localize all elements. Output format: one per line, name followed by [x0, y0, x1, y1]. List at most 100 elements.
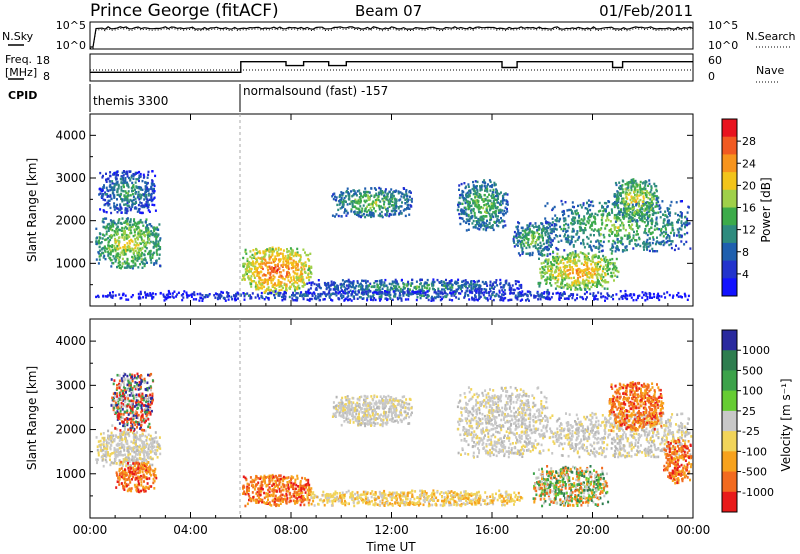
power-cell: [583, 255, 586, 259]
power-cell: [133, 218, 136, 221]
power-cell: [591, 200, 594, 203]
power-cell: [581, 222, 584, 225]
power-cell: [687, 294, 690, 298]
power-cell: [289, 253, 292, 256]
power-cell: [639, 198, 642, 202]
power-cell: [126, 242, 129, 245]
power-cell: [474, 180, 477, 183]
power-cell: [464, 186, 467, 190]
power-cell: [242, 256, 245, 260]
power-cell: [257, 256, 260, 260]
power-cell: [537, 250, 540, 253]
power-cell: [608, 213, 611, 216]
power-cell: [390, 194, 393, 197]
power-cell: [441, 288, 443, 291]
power-cell: [583, 257, 586, 261]
power-cell: [122, 190, 125, 193]
power-cell: [333, 192, 336, 195]
power-cell: [371, 205, 374, 208]
power-cell: [331, 195, 334, 198]
power-cell: [277, 258, 280, 261]
power-cell: [126, 181, 129, 184]
power-cell: [673, 232, 676, 235]
power-cell: [554, 214, 557, 217]
power-cell: [261, 267, 264, 271]
power-cell: [445, 282, 448, 285]
power-cell: [318, 286, 321, 289]
power-cell: [431, 284, 434, 287]
power-cell: [561, 270, 564, 274]
power-cell: [624, 211, 627, 214]
power-cell: [546, 239, 549, 242]
power-cell: [496, 189, 498, 192]
power-cell: [139, 188, 142, 191]
power-cell: [134, 249, 137, 252]
power-cell: [591, 268, 594, 271]
power-cell: [426, 293, 429, 297]
power-cell: [113, 233, 116, 237]
power-cell: [124, 197, 127, 200]
power-cell: [243, 273, 246, 276]
power-cell: [513, 245, 516, 248]
power-cell: [521, 252, 524, 255]
power-cell: [141, 266, 144, 269]
power-cell: [302, 278, 305, 281]
power-cell: [474, 196, 477, 199]
power-cell: [467, 207, 470, 211]
power-cell: [359, 197, 362, 200]
power-cell: [564, 227, 567, 231]
power-cell: [292, 254, 295, 258]
power-cell: [619, 192, 622, 195]
power-cell: [517, 221, 519, 224]
power-cell: [118, 208, 121, 212]
power-cell: [159, 239, 161, 242]
power-cell: [556, 217, 559, 220]
power-cell: [274, 247, 277, 250]
power-cell: [112, 173, 114, 176]
power-cell: [517, 225, 519, 228]
power-cell: [598, 232, 601, 235]
power-cell: [290, 251, 293, 254]
power-cell: [420, 294, 423, 297]
power-cell: [289, 285, 292, 288]
power-cell: [608, 200, 611, 204]
power-cell: [107, 244, 110, 247]
power-cell: [570, 237, 573, 241]
power-cell: [653, 250, 656, 253]
power-cell: [502, 212, 505, 216]
power-cell: [599, 283, 602, 287]
power-cell: [617, 212, 620, 215]
power-cell: [366, 210, 368, 213]
power-cell: [468, 285, 471, 288]
power-cell: [121, 200, 124, 203]
power-cell: [122, 176, 124, 180]
power-cell: [151, 198, 154, 202]
power-cell: [606, 292, 609, 295]
power-cell: [110, 186, 113, 189]
power-cell: [572, 281, 575, 284]
power-cell: [678, 218, 680, 221]
power-cell: [491, 285, 493, 288]
power-cell: [140, 242, 142, 245]
power-cell: [567, 273, 570, 276]
power-cell: [492, 201, 495, 204]
power-cell: [556, 255, 559, 259]
power-cell: [608, 211, 611, 215]
power-cell: [684, 224, 687, 227]
power-cell: [667, 212, 670, 215]
power-cell: [377, 191, 380, 194]
power-cell: [482, 217, 485, 220]
power-cell: [633, 206, 635, 209]
power-cell: [130, 225, 133, 229]
power-cell: [538, 283, 541, 286]
power-cell: [149, 233, 152, 236]
power-cell: [365, 287, 368, 291]
power-cell: [664, 224, 666, 227]
power-cell: [531, 224, 534, 227]
power-cell: [489, 284, 492, 287]
power-cell: [450, 289, 453, 292]
power-cell: [201, 297, 204, 300]
power-cell: [493, 205, 496, 208]
power-cell: [591, 221, 594, 224]
power-cell: [560, 269, 562, 272]
